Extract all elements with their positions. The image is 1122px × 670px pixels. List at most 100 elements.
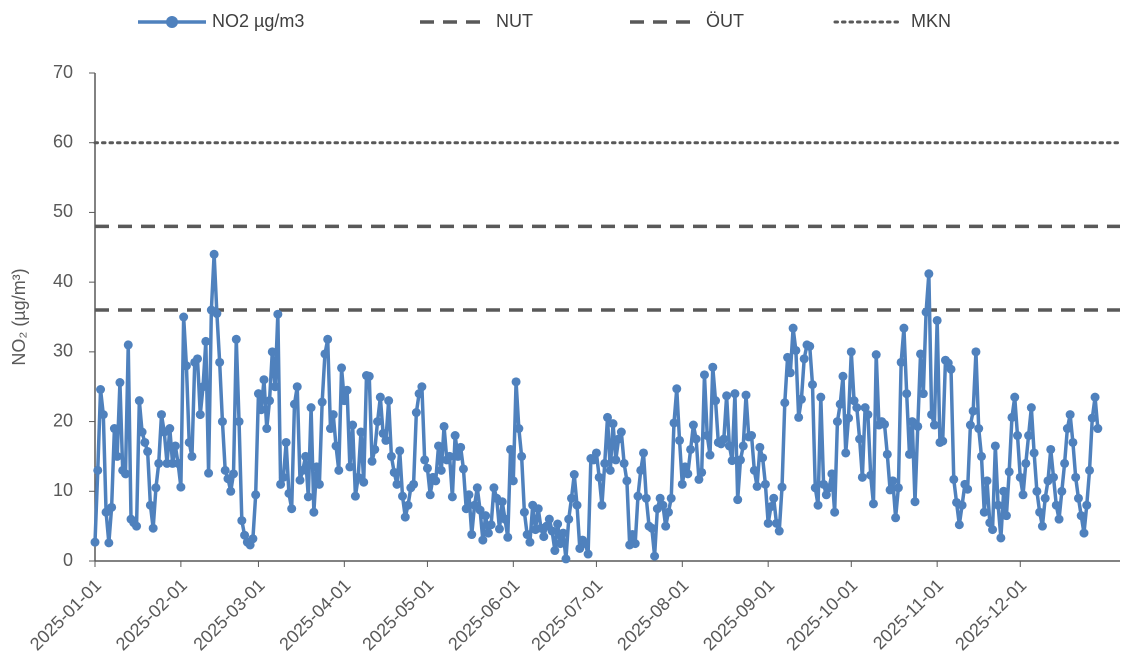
data-point xyxy=(580,539,590,549)
data-point xyxy=(976,451,986,461)
data-point xyxy=(517,451,527,461)
data-point xyxy=(489,483,499,493)
data-point xyxy=(1087,413,1097,423)
data-point xyxy=(323,334,333,344)
legend-marker xyxy=(166,16,178,28)
data-point xyxy=(137,427,147,437)
data-point xyxy=(309,507,319,517)
data-point xyxy=(262,424,272,434)
data-point xyxy=(378,428,388,438)
data-point xyxy=(472,483,482,493)
data-point xyxy=(1032,486,1042,496)
data-point xyxy=(899,323,909,333)
data-point xyxy=(367,456,377,466)
data-point xyxy=(788,323,798,333)
data-point xyxy=(533,504,543,514)
data-point xyxy=(1001,511,1011,521)
data-point xyxy=(511,377,521,387)
y-tick-label: 10 xyxy=(53,480,73,500)
data-point xyxy=(641,493,651,503)
data-point xyxy=(755,442,765,452)
data-point xyxy=(1090,392,1100,402)
legend-label: MKN xyxy=(911,11,951,31)
data-point xyxy=(456,442,466,452)
data-point xyxy=(924,269,934,279)
data-point xyxy=(688,420,698,430)
data-point xyxy=(109,424,119,434)
data-point xyxy=(658,500,668,510)
data-point xyxy=(306,403,316,413)
data-point xyxy=(93,465,103,475)
data-point xyxy=(201,336,211,346)
data-point xyxy=(921,307,931,317)
data-point xyxy=(597,500,607,510)
data-point xyxy=(846,347,856,357)
data-point xyxy=(866,470,876,480)
data-point xyxy=(1010,392,1020,402)
data-point xyxy=(627,530,637,540)
data-point xyxy=(143,447,153,457)
data-point xyxy=(409,479,419,489)
data-point xyxy=(240,530,250,540)
data-point xyxy=(140,437,150,447)
data-point xyxy=(913,421,923,431)
data-point xyxy=(193,354,202,364)
data-point xyxy=(622,476,632,486)
data-point xyxy=(1049,472,1059,482)
data-point xyxy=(860,403,870,413)
data-point xyxy=(486,520,496,530)
data-point xyxy=(392,479,402,489)
data-point xyxy=(348,420,358,430)
data-point xyxy=(893,483,903,493)
data-point xyxy=(215,357,225,367)
data-point xyxy=(132,521,142,531)
x-tick-label: 2025-05-01 xyxy=(358,575,437,654)
data-point xyxy=(655,493,665,503)
data-point xyxy=(708,362,718,372)
data-point xyxy=(284,488,294,498)
data-point xyxy=(434,441,444,451)
x-tick-label: 2025-08-01 xyxy=(613,575,692,654)
data-point xyxy=(96,385,106,395)
data-point xyxy=(711,396,721,406)
data-point xyxy=(436,465,446,475)
data-point xyxy=(1073,493,1083,503)
data-point xyxy=(558,528,568,538)
data-point xyxy=(339,396,349,406)
data-point xyxy=(611,455,621,465)
data-point xyxy=(852,403,862,413)
data-point xyxy=(220,465,230,475)
data-point xyxy=(661,521,671,531)
data-point xyxy=(555,539,565,549)
data-point xyxy=(855,434,865,444)
data-point xyxy=(677,479,687,489)
data-point xyxy=(927,410,937,420)
data-point xyxy=(370,444,380,454)
data-point xyxy=(467,530,477,540)
data-point xyxy=(356,427,366,437)
data-point xyxy=(165,424,175,434)
data-point xyxy=(359,477,369,487)
data-point xyxy=(256,405,266,415)
data-point xyxy=(231,334,241,344)
data-point xyxy=(963,484,973,494)
data-point xyxy=(844,413,854,423)
data-point xyxy=(918,389,928,399)
data-point xyxy=(993,500,1003,510)
data-point xyxy=(478,535,488,545)
data-point xyxy=(328,410,338,420)
data-point xyxy=(458,464,468,474)
data-line xyxy=(93,252,1100,561)
data-point xyxy=(594,472,604,482)
data-point xyxy=(769,493,779,503)
data-point xyxy=(766,502,776,512)
data-point xyxy=(450,431,460,441)
data-point xyxy=(1051,500,1061,510)
data-point xyxy=(675,435,685,445)
data-point xyxy=(439,421,449,431)
data-point xyxy=(791,345,801,355)
data-point xyxy=(885,485,895,495)
x-tick-label: 2025-11-01 xyxy=(869,575,947,653)
data-point xyxy=(633,491,643,501)
